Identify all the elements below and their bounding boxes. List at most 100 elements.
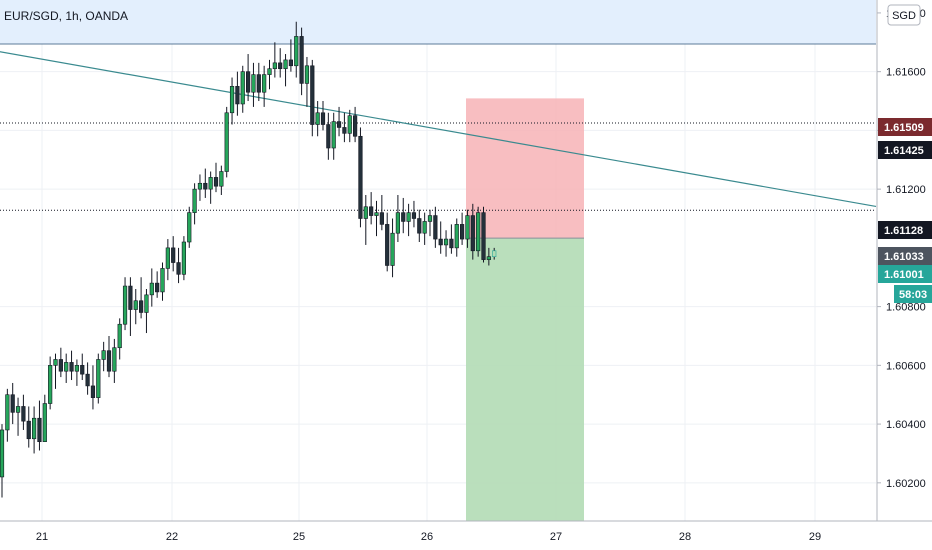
candle-body — [299, 36, 304, 84]
candle-body — [80, 365, 85, 375]
candle-body — [181, 241, 187, 275]
candle-body — [406, 212, 411, 222]
candle-body — [326, 124, 331, 149]
candle-body — [433, 215, 438, 240]
price-tick-label: 1.60400 — [886, 419, 926, 431]
candle-body — [256, 74, 261, 93]
time-tick-label: 27 — [550, 531, 562, 543]
candle-body — [288, 59, 294, 67]
candle-body — [128, 285, 133, 310]
candle-body — [240, 71, 245, 105]
candle-body — [262, 74, 267, 93]
candle-body — [331, 121, 336, 149]
horizontal-lines — [0, 122, 876, 211]
stop-loss-zone[interactable] — [466, 98, 584, 239]
candle-body — [358, 135, 363, 219]
price-tags: 1.61509 1.61425 1.61128 1.61033 1.61001 58:03 — [878, 118, 932, 303]
candle-body — [21, 406, 26, 422]
countdown-tag — [894, 285, 932, 303]
alert-zone — [0, 0, 876, 44]
time-axis[interactable]: 21 22 25 26 27 28 29 — [0, 520, 932, 550]
candle-body — [224, 112, 229, 172]
candle-body — [122, 285, 128, 325]
candle-body — [246, 71, 251, 93]
candle-body — [112, 347, 117, 372]
candle-body — [101, 350, 106, 360]
candle-body — [160, 268, 165, 293]
candle-body — [492, 250, 497, 257]
candle-body — [401, 212, 406, 222]
price-tag — [878, 265, 932, 283]
candle-body — [294, 36, 299, 67]
candle-body — [0, 429, 5, 478]
candle-body — [283, 59, 288, 70]
price-tick-label: 1.60200 — [886, 478, 926, 490]
candle-body — [411, 212, 417, 219]
candle-body — [422, 221, 427, 234]
currency-button[interactable]: SGD — [887, 4, 921, 26]
candle-body — [476, 212, 481, 252]
candle-body — [85, 373, 90, 387]
candle-body — [272, 62, 277, 70]
candle-body — [149, 282, 154, 296]
candle-body — [379, 212, 384, 225]
candle-body — [342, 127, 347, 134]
candle-body — [5, 394, 10, 431]
symbol-title: EUR/SGD, 1h, OANDA — [4, 9, 128, 23]
candle-body — [213, 177, 219, 187]
candle-body — [106, 350, 112, 372]
candle-body — [352, 115, 358, 137]
candle-body — [229, 86, 235, 114]
candle-body — [48, 365, 53, 404]
candle-body — [374, 212, 379, 216]
candle-body — [42, 403, 47, 443]
candle-body — [417, 218, 422, 234]
time-ticks: 21 22 25 26 27 28 29 — [36, 531, 821, 543]
candle-body — [31, 417, 37, 440]
symbol-header: EUR/SGD, 1h, OANDA — [4, 9, 128, 23]
take-profit-zone[interactable] — [466, 238, 584, 522]
candle-body — [427, 215, 433, 222]
candle-body — [133, 300, 138, 310]
candle-body — [53, 359, 58, 366]
candle-body — [139, 300, 144, 313]
price-axis[interactable]: 1.618001.616001.614001.612001.608001.606… — [876, 0, 932, 550]
candle-body — [470, 215, 475, 252]
candle-body — [336, 121, 342, 128]
time-tick-label: 22 — [166, 531, 178, 543]
price-tag — [878, 141, 932, 159]
candle-body — [203, 182, 208, 190]
candle-body — [235, 86, 240, 105]
candle-body — [176, 262, 181, 275]
candle-body — [26, 420, 31, 440]
candle-body — [320, 112, 326, 125]
price-tick-label: 1.60800 — [886, 302, 926, 314]
candle-body — [369, 206, 374, 216]
price-tag-label: 1.61509 — [884, 122, 924, 134]
candle-body — [481, 212, 486, 260]
time-tick-label: 21 — [36, 531, 48, 543]
candle-body — [278, 62, 283, 70]
countdown-label: 58:03 — [899, 289, 927, 301]
candle-body — [74, 365, 79, 372]
price-tag-label: 1.61128 — [884, 225, 923, 237]
candle-body — [486, 256, 491, 260]
price-tick-label: 1.61200 — [886, 184, 926, 196]
time-tick-label: 26 — [421, 531, 433, 543]
candle-body — [155, 282, 160, 293]
candle-body — [10, 394, 15, 413]
candle-body — [69, 362, 74, 372]
candle-body — [64, 362, 69, 372]
candle-body — [395, 212, 401, 234]
candle-body — [15, 406, 21, 413]
candle-body — [90, 385, 96, 398]
price-tag-label: 1.61033 — [884, 251, 924, 263]
price-tag-label: 1.61425 — [884, 145, 924, 157]
price-tick-label: 1.60600 — [886, 360, 926, 372]
trend-line[interactable] — [0, 36, 877, 208]
candle-body — [363, 206, 368, 219]
candle-body — [96, 359, 101, 398]
candle-body — [310, 65, 315, 125]
time-tick-label: 25 — [293, 531, 305, 543]
